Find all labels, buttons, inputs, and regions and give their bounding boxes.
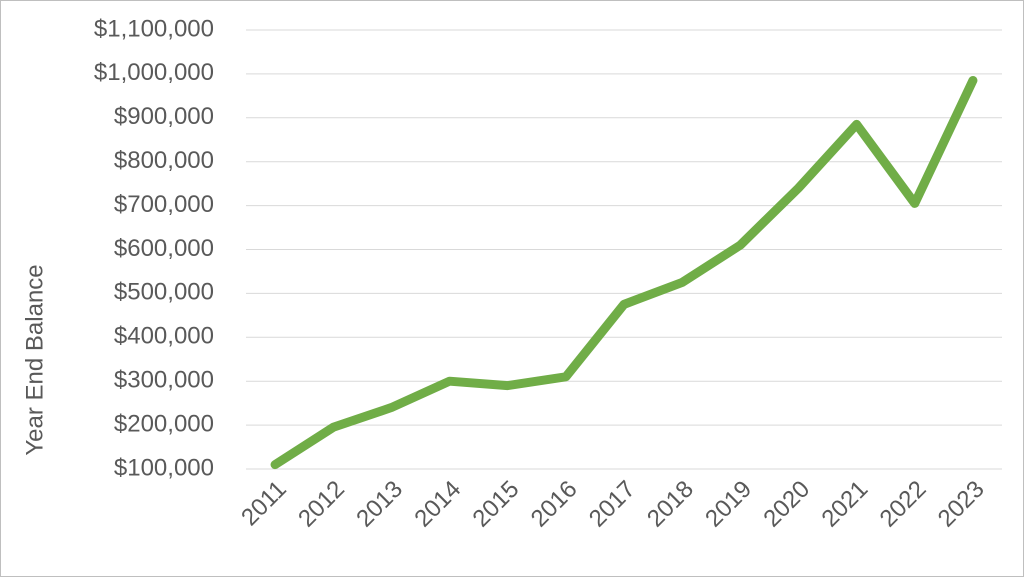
y-tick-label: $800,000	[114, 147, 214, 174]
y-axis-label: Year End Balance	[21, 264, 48, 455]
y-tick-label: $200,000	[114, 410, 214, 437]
y-tick-label: $700,000	[114, 191, 214, 218]
y-tick-label: $1,100,000	[94, 15, 214, 42]
y-tick-label: $600,000	[114, 235, 214, 262]
data-line	[270, 75, 978, 470]
y-tick-label: $100,000	[114, 454, 214, 481]
y-tick-label: $1,000,000	[94, 59, 214, 86]
y-tick-label: $900,000	[114, 103, 214, 130]
y-tick-label: $500,000	[114, 279, 214, 306]
y-tick-label: $400,000	[114, 323, 214, 350]
y-tick-label: $300,000	[114, 367, 214, 394]
